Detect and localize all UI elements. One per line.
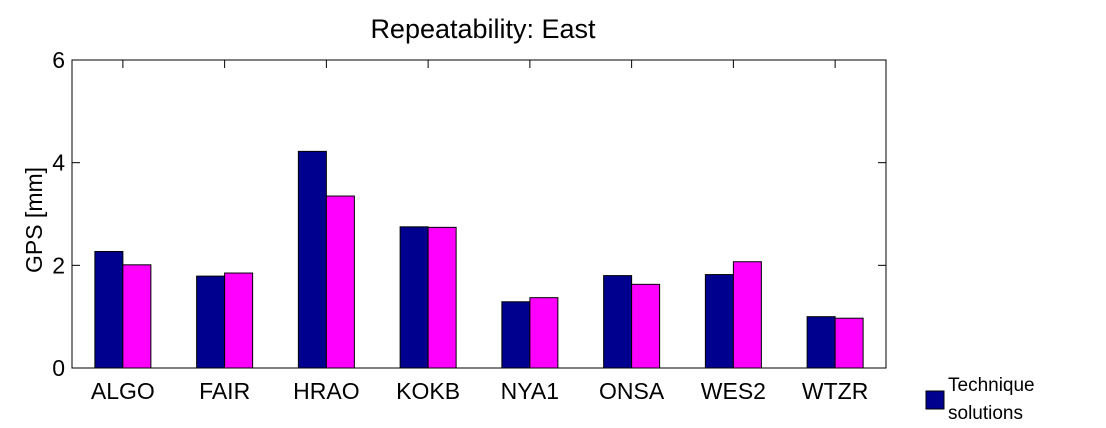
chart-title: Repeatability: East bbox=[370, 14, 596, 44]
bar-wtzr-series-2 bbox=[834, 317, 864, 369]
axis-ticks bbox=[72, 59, 886, 369]
x-tick-label: HRAO bbox=[293, 378, 359, 404]
x-tick-label: WTZR bbox=[802, 378, 868, 404]
legend-label-line2: solutions bbox=[948, 403, 1023, 424]
x-tick-label: FAIR bbox=[199, 378, 250, 404]
bar-algo-series-2 bbox=[122, 264, 152, 369]
y-tick-label: 6 bbox=[52, 47, 65, 73]
bar-kokb-series-1 bbox=[399, 226, 429, 369]
legend: Technique solutions bbox=[925, 375, 1035, 424]
y-tick-label: 4 bbox=[52, 150, 65, 176]
bar-fair-series-1 bbox=[196, 275, 226, 369]
y-tick-labels: 0 2 4 6 bbox=[52, 47, 65, 381]
legend-swatch bbox=[925, 390, 945, 410]
bar-algo-series-1 bbox=[94, 250, 124, 369]
y-tick-label: 0 bbox=[52, 355, 65, 381]
bar-kokb-series-2 bbox=[427, 226, 457, 369]
bar-wes2-series-1 bbox=[704, 274, 734, 369]
legend-label-line1: Technique bbox=[948, 375, 1035, 396]
bar-hrao-series-1 bbox=[297, 150, 327, 369]
bar-onsa-series-2 bbox=[631, 283, 661, 369]
bars-group bbox=[94, 150, 864, 369]
x-tick-label: WES2 bbox=[701, 378, 766, 404]
bar-nya1-series-2 bbox=[529, 297, 559, 369]
bar-onsa-series-1 bbox=[603, 275, 633, 369]
x-tick-labels: ALGO FAIR HRAO KOKB NYA1 ONSA WES2 WTZR bbox=[91, 378, 868, 404]
bar-wtzr-series-1 bbox=[806, 316, 836, 369]
y-axis-label: GPS [mm] bbox=[21, 167, 47, 273]
x-tick-label: ONSA bbox=[599, 378, 665, 404]
y-tick-label: 2 bbox=[52, 252, 65, 278]
x-tick-label: KOKB bbox=[396, 378, 460, 404]
bar-wes2-series-2 bbox=[732, 261, 762, 369]
plot-frame bbox=[71, 59, 887, 369]
x-tick-label: ALGO bbox=[91, 378, 155, 404]
bar-hrao-series-2 bbox=[325, 195, 355, 369]
x-tick-label: NYA1 bbox=[501, 378, 559, 404]
bar-fair-series-2 bbox=[224, 272, 254, 369]
bar-nya1-series-1 bbox=[501, 301, 531, 369]
